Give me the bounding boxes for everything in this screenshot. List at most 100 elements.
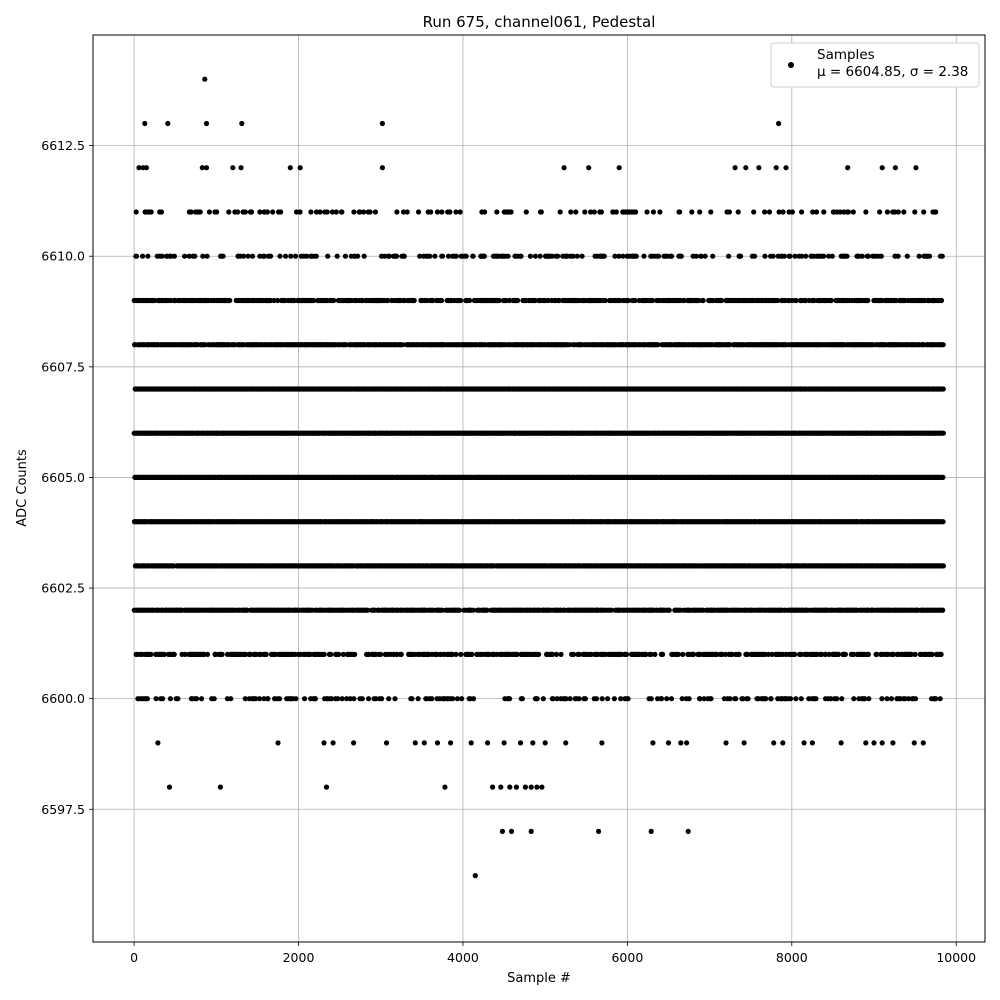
data-point: [727, 696, 733, 702]
data-point: [450, 696, 456, 702]
data-point: [745, 696, 751, 702]
data-point: [798, 696, 804, 702]
data-point: [378, 651, 384, 658]
data-point: [550, 696, 556, 702]
data-point: [148, 651, 154, 658]
data-point: [908, 651, 915, 658]
data-point: [211, 696, 217, 702]
data-point: [680, 651, 686, 658]
data-point: [874, 651, 880, 658]
data-point: [625, 696, 631, 702]
data-point: [386, 696, 392, 702]
data-point: [439, 607, 445, 613]
data-point: [933, 696, 939, 702]
data-point: [611, 696, 618, 702]
data-point: [722, 651, 728, 658]
data-point: [276, 696, 283, 702]
data-point: [514, 651, 520, 658]
data-point: [788, 696, 794, 702]
data-point: [540, 696, 546, 702]
data-point: [740, 696, 746, 702]
data-point: [765, 651, 772, 658]
grid-lines: [93, 35, 985, 942]
data-point: [666, 607, 672, 613]
data-point: [392, 696, 398, 702]
data-point: [835, 651, 842, 658]
data-point: [708, 696, 714, 702]
data-point: [890, 651, 896, 658]
data-point: [912, 651, 918, 658]
data-point: [470, 607, 476, 613]
data-point: [851, 651, 857, 658]
data-point: [769, 651, 775, 658]
data-point: [839, 696, 845, 702]
data-point: [398, 651, 404, 658]
data-point: [352, 651, 358, 658]
data-point: [697, 696, 703, 702]
data-point: [745, 651, 751, 658]
data-point: [675, 651, 681, 658]
data-point: [659, 696, 665, 702]
data-points: [131, 76, 947, 879]
data-point: [459, 696, 465, 702]
data-point: [409, 696, 415, 702]
data-point: [862, 696, 868, 702]
data-point: [328, 651, 334, 658]
data-point: [690, 651, 697, 658]
data-point: [161, 651, 167, 658]
data-point: [902, 696, 908, 702]
data-point: [664, 696, 670, 702]
data-point: [624, 651, 630, 658]
data-point: [733, 696, 739, 702]
chart-title: Run 675, channel061, Pedestal: [423, 13, 656, 31]
data-point: [609, 607, 615, 613]
data-point: [792, 651, 798, 658]
data-point: [938, 651, 944, 658]
data-point: [175, 696, 181, 702]
data-point: [312, 696, 318, 702]
data-point: [335, 696, 341, 702]
data-point: [912, 696, 919, 702]
data-point: [793, 696, 799, 702]
data-point: [884, 696, 890, 702]
data-point: [686, 696, 692, 702]
data-point: [813, 696, 819, 702]
data-point: [344, 696, 350, 702]
data-point: [379, 696, 385, 702]
data-point: [940, 519, 946, 525]
data-point: [940, 563, 947, 569]
data-point: [906, 696, 912, 702]
data-point: [507, 696, 513, 702]
data-point: [618, 696, 624, 702]
data-point: [865, 651, 872, 658]
data-point: [366, 696, 372, 702]
data-point: [549, 651, 556, 658]
data-point: [851, 696, 857, 702]
data-point: [347, 696, 353, 702]
data-point: [567, 696, 573, 702]
data-point: [823, 651, 829, 658]
data-point: [242, 696, 248, 702]
data-point: [937, 696, 943, 702]
data-point: [888, 696, 895, 702]
data-point: [484, 607, 490, 613]
data-point: [293, 696, 299, 702]
data-point: [576, 651, 582, 658]
data-point: [194, 696, 200, 702]
data-point: [339, 696, 345, 702]
data-point: [798, 651, 804, 658]
data-point: [679, 696, 685, 702]
data-point: [828, 696, 834, 702]
data-point: [263, 651, 269, 658]
data-point: [558, 651, 564, 658]
data-point: [534, 696, 540, 702]
data-point: [265, 696, 271, 702]
data-point: [648, 696, 654, 702]
data-point: [599, 696, 605, 702]
data-point: [340, 651, 346, 658]
data-point: [729, 651, 735, 658]
data-point: [553, 651, 560, 658]
data-point: [453, 651, 459, 658]
data-point: [228, 696, 234, 702]
